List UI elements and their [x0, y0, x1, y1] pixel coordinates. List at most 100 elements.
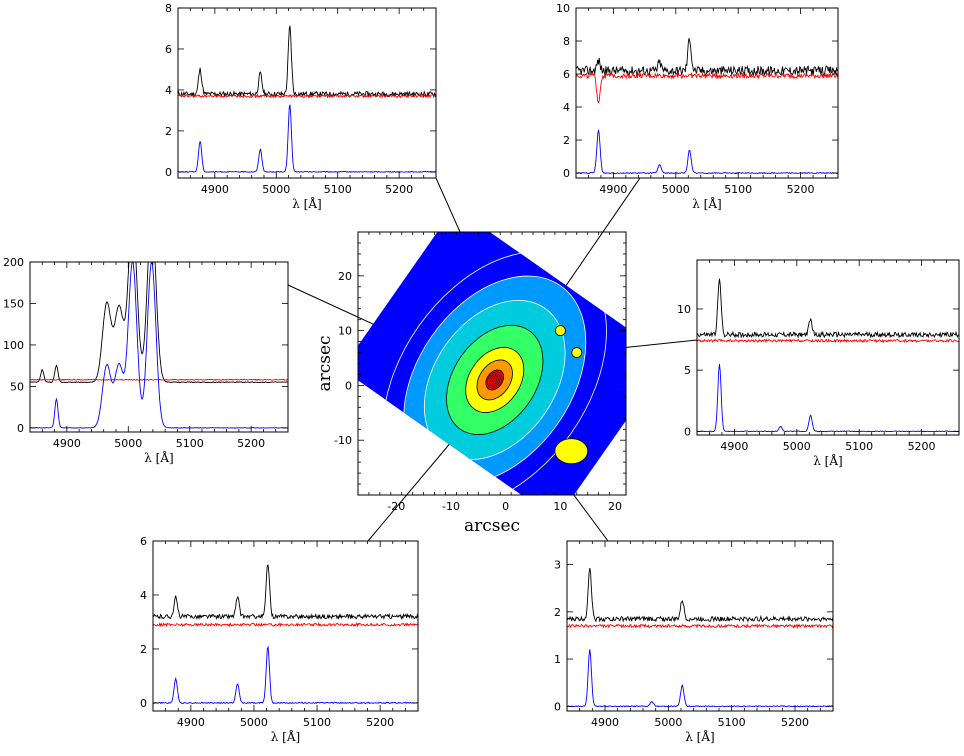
spectrum-series-line [567, 649, 833, 708]
x-tick-label: 5100 [176, 437, 204, 450]
y-tick-label: 4 [563, 101, 570, 114]
panel-middle-left: 4900 5000 5100 5200 0 50 100 150 200 λ [Å] [3, 256, 289, 465]
spectrum-series-line [30, 262, 288, 429]
map-x-tick-label: 0 [502, 500, 509, 513]
plot-frame [29, 261, 289, 433]
map-x-tick-label: -20 [387, 500, 405, 513]
panel-top-right: 4900 5000 5100 5200 0 2 4 6 8 10 λ [Å] [556, 2, 839, 211]
map-field [358, 232, 626, 509]
x-axis-label: λ [Å] [813, 453, 842, 468]
x-tick-label: 5000 [783, 440, 811, 453]
y-tick-label: 8 [165, 2, 172, 15]
plot-frame [177, 7, 437, 179]
x-tick-label: 5100 [303, 716, 331, 729]
y-tick-label: 4 [140, 589, 147, 602]
spectrum-series-line [576, 38, 838, 77]
spectrum-series-line [153, 645, 418, 705]
map-y-tick-label: 10 [338, 325, 352, 338]
y-tick-label: 4 [165, 84, 172, 97]
spectrum-series-line [697, 338, 959, 344]
x-axis-label: λ [Å] [144, 450, 173, 465]
x-tick-label: 5000 [114, 437, 142, 450]
x-tick-label: 4900 [599, 183, 627, 196]
map-x-axis-label: arcsec [464, 516, 520, 536]
plot-frame [575, 7, 839, 179]
plot-frame [696, 259, 960, 436]
x-tick-label: 5000 [262, 183, 290, 196]
spectrum-series-line [178, 93, 436, 99]
y-tick-label: 10 [677, 303, 691, 316]
plot-frame [152, 540, 419, 712]
panel-top-left: 4900 5000 5100 5200 0 2 4 6 8 λ [Å] [165, 2, 437, 211]
spectrum-series-line [153, 621, 418, 628]
x-axis-label: λ [Å] [692, 196, 721, 211]
velocity-map: -20 -10 0 10 20 -10 0 10 20 arcsec arcsec [315, 231, 627, 536]
y-tick-label: 2 [563, 134, 570, 147]
x-tick-label: 4900 [201, 183, 229, 196]
x-tick-label: 5000 [654, 716, 682, 729]
x-tick-label: 5100 [324, 183, 352, 196]
map-x-tick-label: 20 [608, 500, 622, 513]
spectrum-series-line [697, 364, 959, 433]
x-tick-label: 5200 [366, 716, 394, 729]
nucleus-contour [490, 375, 499, 385]
map-x-tick-label: 10 [553, 500, 567, 513]
map-y-tick-label: 0 [345, 379, 352, 392]
spectrum-series-line [567, 623, 833, 629]
y-tick-label: 1 [554, 653, 561, 666]
plot-frame [566, 540, 834, 712]
x-tick-label: 5000 [240, 716, 268, 729]
map-knot [571, 347, 583, 358]
y-tick-label: 0 [684, 425, 691, 438]
y-tick-label: 150 [3, 297, 24, 310]
spectrum-series-line [30, 262, 288, 384]
y-tick-label: 50 [10, 380, 24, 393]
map-y-tick-label: 20 [338, 270, 352, 283]
map-y-tick-label: -10 [334, 434, 352, 447]
x-tick-label: 5100 [718, 716, 746, 729]
x-axis-label: λ [Å] [292, 196, 321, 211]
map-knot [554, 325, 566, 337]
y-tick-label: 5 [684, 364, 691, 377]
x-axis-label: λ [Å] [685, 729, 714, 744]
y-tick-label: 3 [554, 559, 561, 572]
x-tick-label: 5000 [662, 183, 690, 196]
x-tick-label: 5100 [724, 183, 752, 196]
y-tick-label: 10 [556, 2, 570, 15]
spectrum-series-line [178, 104, 436, 173]
x-axis-label: λ [Å] [271, 729, 300, 744]
y-tick-label: 2 [554, 606, 561, 619]
nucleus-contour [488, 373, 501, 387]
x-tick-label: 5100 [845, 440, 873, 453]
map-y-axis-label: arcsec [315, 335, 335, 391]
x-tick-label: 4900 [720, 440, 748, 453]
x-tick-label: 5200 [385, 183, 413, 196]
y-tick-label: 6 [140, 535, 147, 548]
x-tick-label: 4900 [53, 437, 81, 450]
y-tick-label: 100 [3, 339, 24, 352]
x-tick-label: 5200 [781, 716, 809, 729]
spectrum-series-line [697, 278, 959, 339]
y-tick-label: 6 [563, 68, 570, 81]
y-tick-label: 2 [140, 643, 147, 656]
x-tick-label: 5200 [787, 183, 815, 196]
spectrum-series-line [567, 568, 833, 623]
x-tick-label: 5200 [237, 437, 265, 450]
x-tick-label: 4900 [591, 716, 619, 729]
map-knot [554, 438, 589, 465]
y-tick-label: 2 [165, 125, 172, 138]
y-tick-label: 0 [165, 166, 172, 179]
spectrum-series-line [178, 25, 436, 98]
panel-middle-right: 4900 5000 5100 5200 0 5 10 λ [Å] [677, 259, 960, 468]
y-tick-label: 8 [563, 35, 570, 48]
y-tick-label: 0 [140, 697, 147, 710]
x-tick-label: 5200 [908, 440, 936, 453]
nucleus-contour [492, 377, 497, 383]
y-tick-label: 0 [563, 167, 570, 180]
spectrum-series-line [30, 378, 288, 381]
nucleus-contour [487, 371, 503, 389]
connector-line-bottom-left [367, 428, 463, 542]
spectrum-series-line [576, 129, 838, 175]
